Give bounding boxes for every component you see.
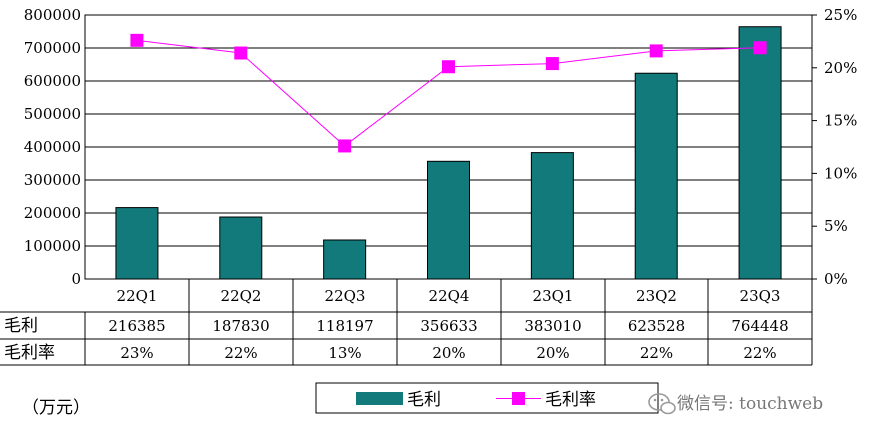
table-cell: 13% [328,344,361,362]
table-cell: 118197 [316,317,373,335]
bar [219,216,263,280]
legend-bar-swatch [356,392,403,405]
line-point [545,57,559,71]
y-left-tick-label: 400000 [24,138,81,156]
line-point [338,139,352,153]
unit-label: （万元） [22,398,90,418]
y-left-tick-label: 800000 [24,6,81,24]
bar [530,152,574,280]
y-left-tick-label: 500000 [24,105,81,123]
bar [738,26,782,280]
legend-line-label: 毛利率 [545,390,596,410]
table-cell: 623528 [628,317,685,335]
table-cell: 383010 [524,317,581,335]
bar [634,72,678,280]
legend-bar-label: 毛利 [407,390,441,410]
line-point [753,41,767,55]
line-point [130,33,144,47]
x-category-label: 22Q2 [221,287,262,305]
y-right-tick-label: 15% [824,112,857,130]
wechat-icon [648,393,676,415]
bar [323,239,367,280]
bar [115,207,159,280]
y-right-tick-label: 10% [824,164,857,182]
watermark-text: 微信号: touchweb [677,394,823,414]
x-category-label: 23Q3 [740,287,781,305]
y-left-tick-label: 600000 [24,72,81,90]
x-category-label: 22Q1 [117,287,158,305]
table-cell: 764448 [731,317,788,335]
x-category-label: 22Q3 [325,287,366,305]
line-series [130,33,767,153]
table-cell: 356633 [420,317,477,335]
y-right-tick-label: 20% [824,59,857,77]
y-left-tick-label: 700000 [24,39,81,57]
y-left-tick-label: 100000 [24,237,81,255]
table-cell: 22% [743,344,776,362]
y-left-tick-label: 0 [71,270,81,288]
plot-frame [84,14,813,280]
y-left-tick-label: 300000 [24,171,81,189]
data-table: 22Q1 22Q2 22Q3 22Q4 23Q1 23Q2 23Q3 毛利 216385 1878… [0,279,813,366]
plot-area-border [84,14,813,280]
y-right-tick-label: 25% [824,6,857,24]
bar [427,160,470,280]
line-point [649,44,663,58]
y-right-tick-label: 0% [824,270,848,288]
left-axis: 0 100000 200000 300000 400000 500000 600000 700… [24,6,81,288]
right-axis: 0% 5% 10% 15% 20% 25% [812,6,857,288]
watermark: 微信号: touchweb [648,393,823,415]
x-category-label: 23Q1 [533,287,574,305]
line-point [234,46,248,60]
table-cell: 216385 [108,317,165,335]
legend-marker-swatch [512,392,525,405]
y-right-tick-label: 5% [824,217,848,235]
table-cell: 23% [120,344,153,362]
x-category-label: 22Q4 [429,287,470,305]
line-point [442,60,455,74]
table-cell: 22% [224,344,257,362]
table-cell: 187830 [212,317,269,335]
table-row-label: 毛利 [4,316,38,336]
x-category-label: 23Q2 [636,287,677,305]
y-left-tick-label: 200000 [24,204,81,222]
legend: 毛利 毛利率 [315,382,659,414]
table-cell: 22% [640,344,673,362]
table-cell: 20% [536,344,569,362]
table-row-label: 毛利率 [4,343,55,363]
bar-series [115,26,782,280]
table-cell: 20% [432,344,465,362]
